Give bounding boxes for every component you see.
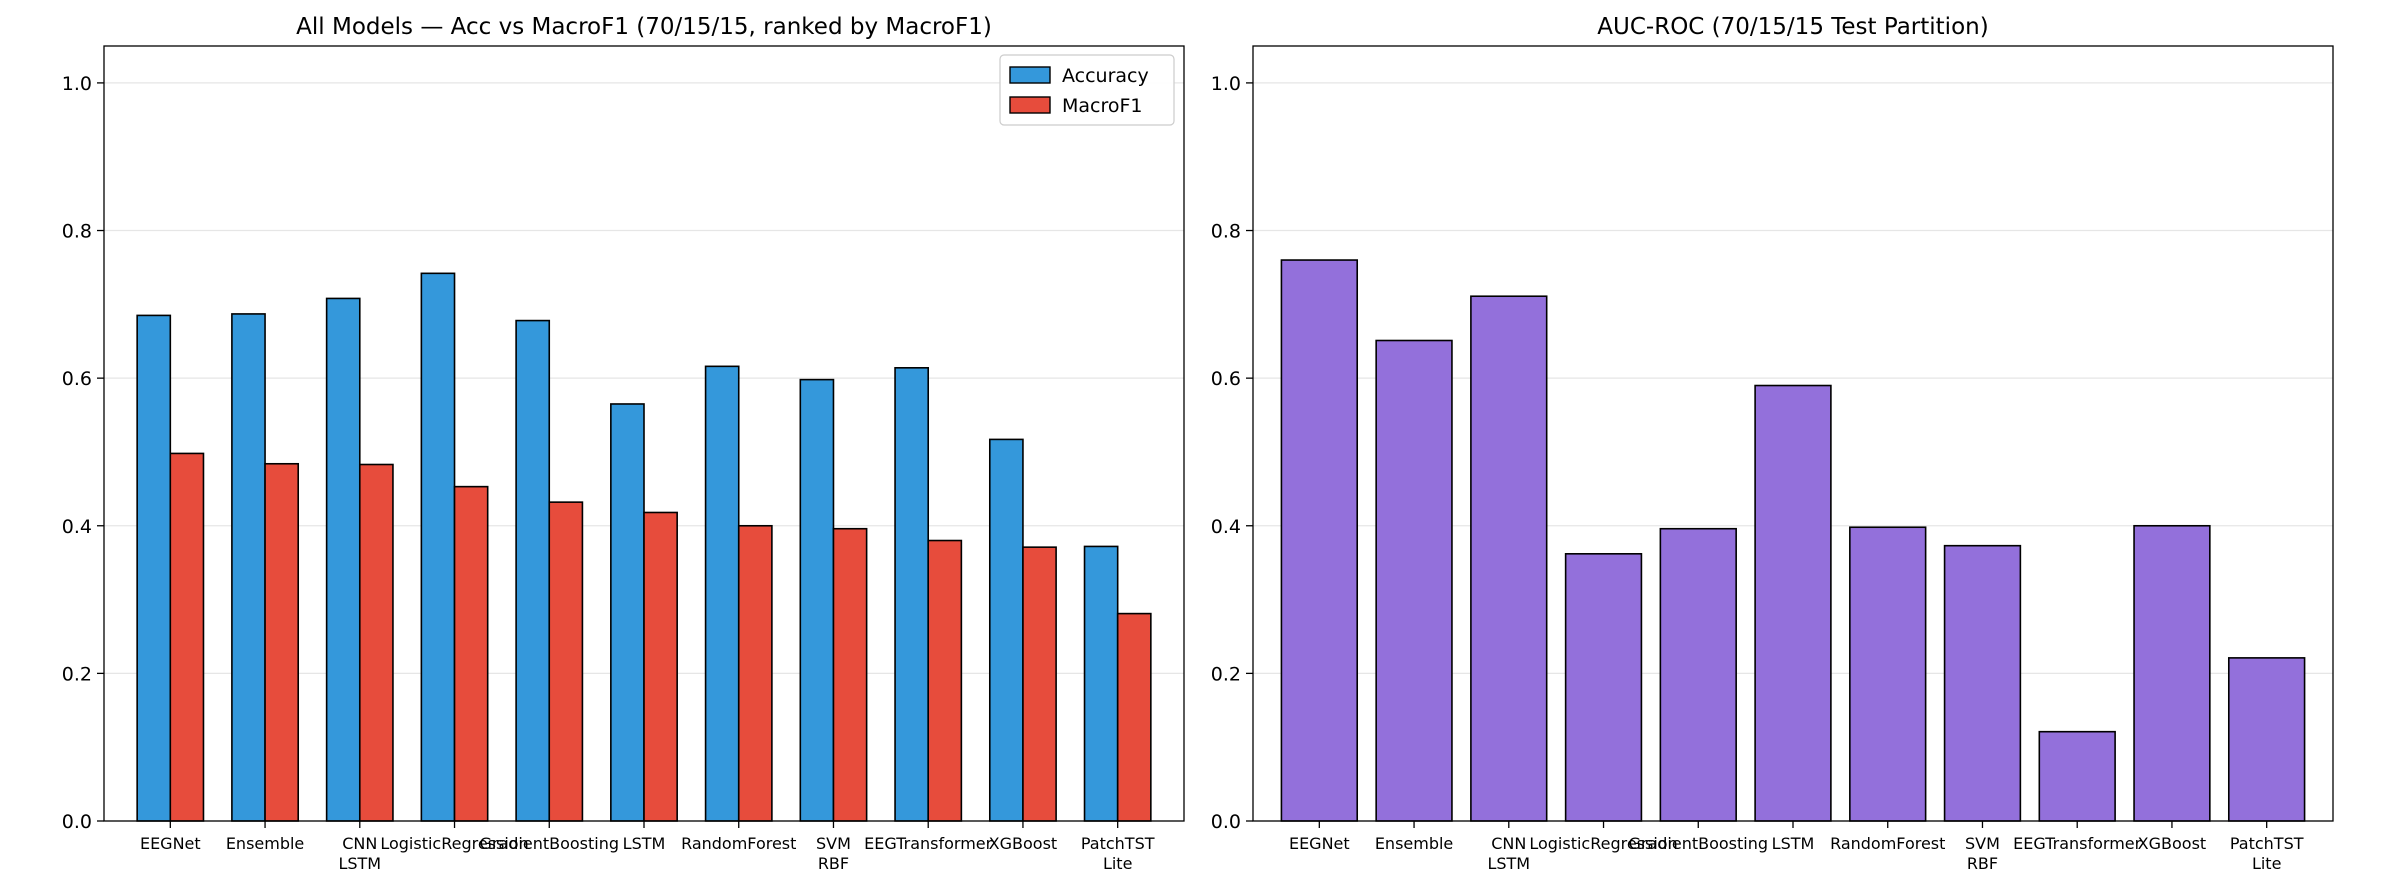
x-tick-label: PatchTST Lite [2230,834,2304,873]
x-tick-label: GradientBoosting [1628,834,1768,853]
chart-title: AUC-ROC (70/15/15 Test Partition) [1597,14,1988,40]
legend: Accuracy MacroF1 [999,54,1175,126]
y-tick-label: 0.4 [62,516,92,538]
bar-auc-5 [1754,384,1832,822]
x-tick-label: EEGNet [140,834,201,853]
bar-macrof1-7 [832,527,868,822]
y-tick-label: 0.4 [1211,516,1241,538]
x-tick-label: PatchTST Lite [1081,834,1155,873]
y-tick-label: 0.8 [1211,221,1241,243]
x-tick-label: EEGTransformer [2013,834,2141,853]
bar-macrof1-3 [453,485,489,822]
bar-auc-1 [1375,339,1453,822]
x-tick-label: EEGTransformer [864,834,992,853]
bars [1280,259,2306,822]
bar-auc-10 [2227,657,2306,822]
y-tick-label: 0.2 [62,663,92,685]
legend-label-macrof1: MacroF1 [1062,95,1143,117]
bar-accuracy-3 [420,272,456,822]
legend-swatch-macrof1 [1009,96,1051,114]
bar-auc-2 [1470,295,1548,822]
bar-accuracy-6 [704,365,740,822]
bar-accuracy-8 [894,367,930,822]
bar-macrof1-5 [643,511,678,822]
bar-macrof1-0 [169,452,205,822]
legend-swatch-accuracy [1009,66,1051,84]
bar-auc-7 [1943,544,2022,822]
x-tick-label: EEGNet [1289,834,1350,853]
chart-title: All Models — Acc vs MacroF1 (70/15/15, r… [296,14,992,40]
bar-macrof1-6 [737,524,773,822]
x-tick-label: GradientBoosting [479,834,619,853]
x-tick-label: Ensemble [226,834,304,853]
y-tick-label: 0.6 [62,368,92,390]
x-tick-label: RandomForest [1830,834,1945,853]
x-tick-label: LogisticRegression [380,834,528,853]
x-tick-label: LogisticRegression [1529,834,1677,853]
bar-accuracy-2 [325,297,361,822]
x-tick-label: XGBoost [989,834,1058,853]
bar-macrof1-1 [264,462,300,822]
x-tick-label: SVM RBF [816,834,851,873]
bar-accuracy-1 [231,313,266,822]
bar-accuracy-9 [988,438,1024,822]
y-tick-label: 0.2 [1211,663,1241,685]
y-tick-label: 0.8 [62,221,92,243]
bar-accuracy-7 [799,378,835,822]
bar-auc-3 [1564,553,1643,822]
x-tick-label: CNN LSTM [338,834,381,873]
bar-accuracy-0 [136,314,172,822]
bar-accuracy-5 [610,403,645,822]
bar-accuracy-10 [1083,545,1119,822]
legend-label-accuracy: Accuracy [1062,65,1149,87]
bar-macrof1-8 [927,539,963,822]
bar-macrof1-4 [548,501,584,822]
x-tick-label: XGBoost [2138,834,2207,853]
bar-auc-9 [2133,524,2211,822]
y-tick-label: 0.0 [1211,811,1241,833]
x-tick-label: RandomForest [681,834,796,853]
bar-auc-4 [1659,527,1737,822]
x-tick-label: SVM RBF [1965,834,2000,873]
y-tick-label: 1.0 [1211,73,1241,95]
y-tick-label: 1.0 [62,73,92,95]
bar-auc-0 [1280,259,1359,822]
bar-auc-6 [1849,526,1927,822]
y-tick-label: 0.6 [1211,368,1241,390]
bar-macrof1-9 [1022,546,1057,822]
bar-macrof1-2 [358,463,394,822]
x-tick-label: Ensemble [1375,834,1453,853]
bar-macrof1-10 [1116,612,1152,822]
y-tick-label: 0.0 [62,811,92,833]
x-tick-label: LSTM [1772,834,1815,853]
x-tick-label: CNN LSTM [1487,834,1530,873]
x-tick-label: LSTM [623,834,666,853]
bar-auc-8 [2038,730,2116,822]
bar-accuracy-4 [515,319,551,822]
bars [136,272,1152,822]
